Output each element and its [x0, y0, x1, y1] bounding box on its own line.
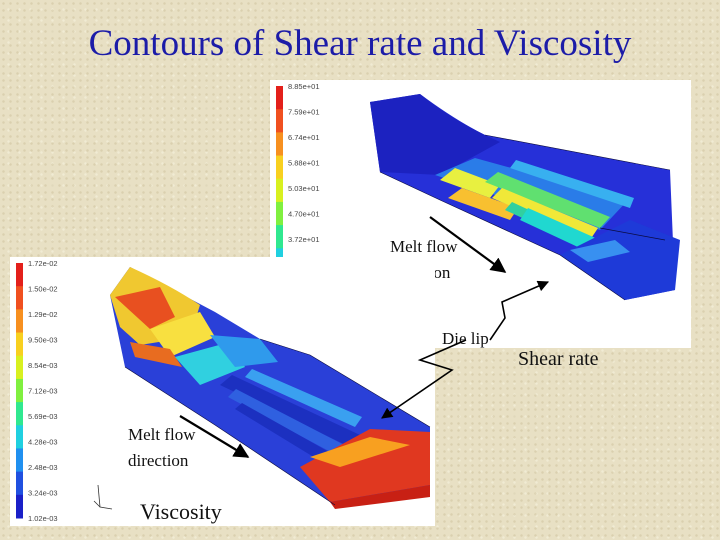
scale-swatch: [276, 132, 283, 157]
scale-tick-label: 1.72e-02: [28, 259, 58, 268]
axis-triad-icon: [93, 484, 113, 510]
shear-rate-label: Shear rate: [518, 348, 599, 370]
scale-tick-label: 4.70e+01: [288, 210, 320, 219]
scale-swatch: [276, 201, 283, 226]
viscosity-contour-image: 1.72e-02 1.50e-02 1.29e-02 9.50e-03 8.54e-03…: [10, 257, 435, 526]
scale-swatch: [16, 425, 23, 449]
viscosity-flow-label-line1: Melt flow: [128, 425, 196, 444]
scale-swatch: [276, 178, 283, 203]
scale-tick-label: 7.59e+01: [288, 108, 320, 117]
scale-tick-label: 4.28e-03: [28, 438, 58, 447]
scale-swatch: [16, 309, 23, 334]
scale-swatch: [276, 86, 283, 110]
scale-swatch: [16, 378, 23, 403]
scale-tick-label: 2.48e-03: [28, 463, 58, 472]
scale-tick-label: 8.54e-03: [28, 361, 58, 370]
scale-tick-label: 8.85e+01: [288, 82, 320, 91]
scale-tick-label: 5.03e+01: [288, 184, 320, 193]
scale-swatch: [16, 286, 23, 310]
viscosity-label: Viscosity: [140, 499, 222, 524]
scale-swatch: [16, 263, 23, 287]
scale-tick-label: 1.02e-03: [28, 514, 58, 523]
scale-tick-label: 5.88e+01: [288, 159, 320, 168]
scale-tick-label: 1.29e-02: [28, 310, 58, 319]
scale-tick-label: 1.50e-02: [28, 285, 58, 294]
scale-swatch: [276, 225, 283, 249]
scale-swatch: [16, 402, 23, 426]
scale-tick-label: 7.12e-03: [28, 387, 58, 396]
scale-swatch: [16, 332, 23, 357]
scale-tick-label: 9.50e-03: [28, 336, 58, 345]
scale-swatch: [16, 355, 23, 380]
scale-tick-label: 3.72e+01: [288, 235, 320, 244]
scale-tick-label: 6.74e+01: [288, 133, 320, 142]
scale-swatch: [276, 109, 283, 133]
scale-swatch: [16, 448, 23, 473]
viscosity-color-scale: 1.72e-02 1.50e-02 1.29e-02 9.50e-03 8.54e-03…: [16, 259, 58, 523]
scale-swatch: [276, 155, 283, 180]
scale-swatch: [16, 471, 23, 496]
scale-swatch: [16, 494, 23, 519]
scale-tick-label: 5.69e-03: [28, 412, 58, 421]
die-lip-label: Die lip: [442, 329, 489, 348]
slide-title: Contours of Shear rate and Viscosity: [88, 23, 632, 64]
viscosity-flow-label-line2: direction: [128, 451, 189, 470]
shear-rate-contour-image: 8.85e+01 7.59e+01 6.74e+01 5.88e+01 5.03e+01…: [270, 80, 691, 348]
scale-tick-label: 3.24e-03: [28, 489, 58, 498]
